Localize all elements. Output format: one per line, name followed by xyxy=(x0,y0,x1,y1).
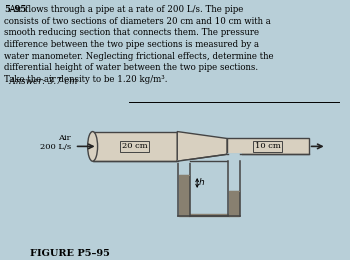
Ellipse shape xyxy=(88,132,98,161)
Text: 20 cm: 20 cm xyxy=(122,142,148,150)
Text: h: h xyxy=(199,178,205,187)
Bar xyxy=(227,139,309,154)
Text: Air
200 L/s: Air 200 L/s xyxy=(40,134,71,151)
Text: Air flows through a pipe at a rate of 200 L/s. The pipe
consists of two sections: Air flows through a pipe at a rate of 20… xyxy=(4,5,274,84)
Polygon shape xyxy=(177,132,227,161)
Bar xyxy=(93,132,177,161)
Text: 5–95: 5–95 xyxy=(4,5,26,14)
Text: 10 cm: 10 cm xyxy=(255,142,281,150)
Text: Answer: 3.7 cm: Answer: 3.7 cm xyxy=(4,77,77,86)
Text: FIGURE P5–95: FIGURE P5–95 xyxy=(30,249,110,258)
